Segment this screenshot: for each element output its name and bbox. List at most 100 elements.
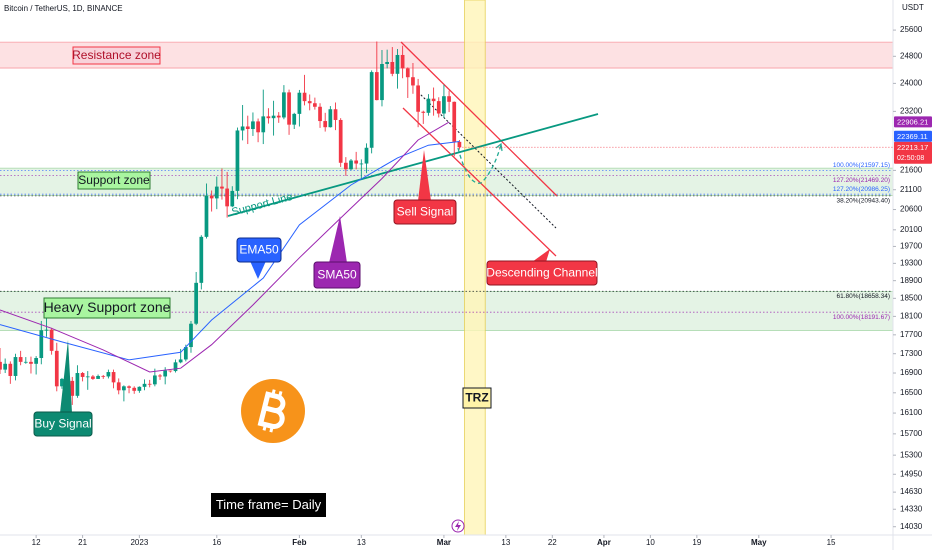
candle-body (307, 101, 312, 104)
price-badge (894, 116, 932, 128)
drawings (227, 41, 599, 257)
y-tick-label: 16100 (900, 408, 923, 417)
y-tick-label: 15700 (900, 429, 923, 438)
candle-body (0, 361, 2, 370)
candle-body (442, 96, 446, 114)
candle-body (158, 375, 162, 377)
candle-body (266, 116, 271, 119)
candle-body (13, 357, 18, 376)
x-tick-label: 15 (827, 538, 836, 547)
candle-body (225, 188, 229, 207)
candle-body (400, 54, 405, 69)
x-tick-label: 13 (357, 538, 366, 547)
candle-body (70, 380, 75, 396)
fib-label: 127.20%(21469.20) (833, 177, 890, 184)
support-line (227, 113, 599, 217)
x-tick-label: Apr (597, 538, 611, 547)
candle-body (457, 141, 462, 148)
candle-body (251, 121, 255, 130)
projection-path (457, 144, 502, 184)
candle-body (390, 61, 395, 74)
timeframe-text: Time frame= Daily (216, 497, 322, 512)
x-tick-label: 16 (212, 538, 221, 547)
price-badge (894, 141, 932, 164)
candle-body (405, 68, 410, 78)
callout-box (486, 260, 598, 286)
candle-body (328, 109, 333, 128)
candle-body (214, 186, 219, 199)
y-tick-label: 20600 (900, 205, 923, 214)
candle-body (343, 162, 348, 170)
candle-body (302, 92, 307, 102)
candle-body (60, 378, 64, 387)
timeframe-box (211, 493, 326, 517)
y-tick-label: 14630 (900, 487, 923, 496)
candle-body (44, 329, 49, 331)
candle-body (354, 160, 359, 164)
candle-body (256, 121, 260, 133)
price-badge-text: 22906.21 (897, 117, 928, 126)
callout-pointer (60, 340, 72, 413)
candle-body (411, 77, 415, 86)
candle-body (287, 92, 291, 125)
candle-body (178, 359, 183, 363)
candle-body (276, 115, 281, 118)
zone-label: Resistance zone (72, 48, 161, 62)
candle-body (106, 372, 111, 377)
candle-body (23, 361, 28, 363)
candle-body (282, 92, 286, 118)
y-tick-label: 17700 (900, 330, 923, 339)
candle-body (395, 54, 400, 74)
candle-body (132, 387, 137, 391)
candle-body (359, 163, 364, 165)
candle-body (34, 358, 38, 364)
fib-label: 127.20%(20986.25) (833, 186, 890, 193)
ma-line (0, 121, 450, 373)
y-tick-label: 20100 (900, 225, 923, 234)
ma-line (0, 141, 460, 361)
price-badge-text: 22369.11 (897, 132, 928, 141)
callout-pointer (418, 150, 431, 201)
candle-body (416, 85, 420, 112)
candle-body (163, 370, 168, 377)
x-tick-label: 12 (32, 538, 41, 547)
candle-body (292, 113, 297, 125)
candle-body (137, 386, 142, 391)
y-tick-label: 15300 (900, 450, 923, 459)
y-tick-label: 24000 (900, 78, 923, 87)
x-tick-label: Mar (437, 538, 451, 547)
countdown: 02:50:08 (897, 155, 924, 162)
trz-band (464, 0, 486, 536)
candle-body (101, 375, 106, 377)
candle-body (122, 386, 126, 391)
candle-body (374, 72, 379, 101)
candle-body (318, 106, 322, 122)
candle-body (3, 363, 8, 370)
candle-body (385, 61, 389, 65)
callout-box (393, 199, 457, 225)
x-tick-label: 2023 (130, 538, 148, 547)
y-tick-label: 25600 (900, 25, 923, 34)
candle-body (194, 282, 199, 324)
callout-text: EMA50 (239, 243, 279, 257)
y-tick-label: 14330 (900, 504, 923, 513)
zone-label: Heavy Support zone (44, 299, 171, 315)
chart-title: Bitcoin / TetherUS, 1D, BINANCE (4, 4, 123, 13)
event-bolt (455, 521, 461, 531)
bitcoin-logo (241, 379, 305, 443)
fib-label: 38.20%(20943.40) (837, 198, 891, 205)
candle-body (323, 121, 328, 128)
candle-body (8, 363, 13, 376)
x-tick-label: 19 (692, 538, 701, 547)
x-tick-label: Feb (292, 538, 306, 547)
candle-body (380, 64, 384, 101)
candle-body (54, 350, 59, 387)
candle-body (96, 375, 100, 379)
logo-b (257, 391, 286, 429)
callout-box (313, 261, 361, 289)
y-tick-label: 18500 (900, 293, 923, 302)
candle-body (364, 147, 369, 164)
y-tick-label: 21600 (900, 166, 923, 175)
